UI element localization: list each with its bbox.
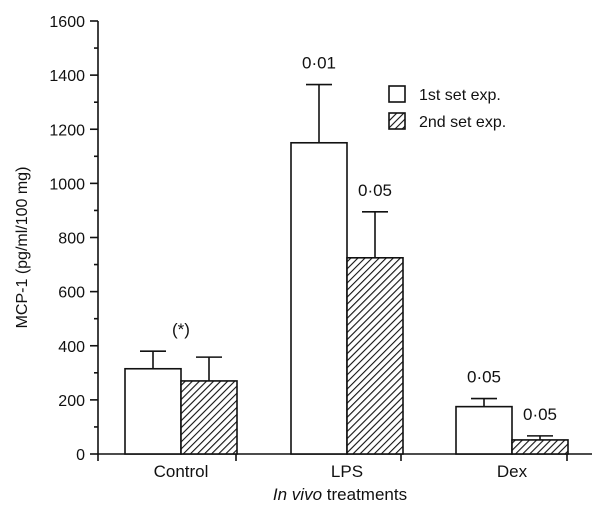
bar-dex-series2 <box>511 439 569 455</box>
y-tick-label: 1000 <box>49 176 85 193</box>
y-tick-label: 400 <box>58 339 85 356</box>
x-tick-label: LPS <box>331 462 363 481</box>
bar-lps-series2 <box>346 256 404 455</box>
bar-control-series2 <box>180 380 238 455</box>
bar-control-series1 <box>124 367 182 455</box>
x-tick-label: Control <box>154 462 209 481</box>
significance-annotation: 0·05 <box>358 181 392 200</box>
y-tick-label: 600 <box>58 285 85 302</box>
x-axis-title-italic: In vivo <box>273 485 322 504</box>
significance-annotation: (*) <box>172 320 190 339</box>
legend-swatch-series2 <box>388 112 406 130</box>
y-axis-title: MCP-1 (pg/ml/100 mg) <box>14 167 31 329</box>
significance-annotation: 0·01 <box>302 54 336 73</box>
labels: Control LPS Dex (*) 0·01 0·05 0·05 0·05 MCP-1 (p… <box>14 54 557 504</box>
y-tick-label: 1200 <box>49 122 85 139</box>
bar-lps-series1 <box>290 141 348 455</box>
legend-swatch-series1 <box>388 85 406 103</box>
significance-annotation: 0·05 <box>467 368 501 387</box>
y-tick-label: 1400 <box>49 68 85 85</box>
x-tick-label: Dex <box>497 462 528 481</box>
bars <box>124 83 569 455</box>
x-axis-title-rest: treatments <box>322 485 407 504</box>
significance-annotation: 0·05 <box>523 405 557 424</box>
y-tick-label: 1600 <box>49 14 85 31</box>
x-axis-title: In vivo treatments <box>273 485 407 504</box>
y-tick-label: 800 <box>58 231 85 248</box>
y-tick-label: 200 <box>58 393 85 410</box>
y-tick-label: 0 <box>76 447 85 464</box>
legend-label-series2: 2nd set exp. <box>419 114 506 131</box>
legend-label-series1: 1st set exp. <box>419 87 501 104</box>
legend: 1st set exp. 2nd set exp. <box>388 85 506 131</box>
bar-dex-series1 <box>455 405 513 455</box>
